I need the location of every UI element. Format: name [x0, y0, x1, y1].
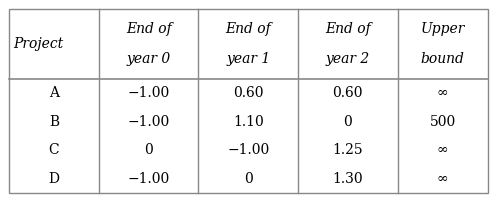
- Text: 500: 500: [430, 115, 456, 129]
- Text: 1.10: 1.10: [233, 115, 264, 129]
- Text: End of: End of: [126, 22, 171, 36]
- Text: −1.00: −1.00: [128, 115, 170, 129]
- Text: year 1: year 1: [226, 52, 270, 66]
- Text: End of: End of: [325, 22, 371, 36]
- Text: Project: Project: [13, 37, 63, 51]
- Text: ∞: ∞: [437, 143, 448, 157]
- Text: 0: 0: [144, 143, 153, 157]
- Text: C: C: [49, 143, 59, 157]
- Text: −1.00: −1.00: [227, 143, 269, 157]
- Text: Upper: Upper: [420, 22, 465, 36]
- Text: 0: 0: [244, 172, 252, 186]
- Text: year 0: year 0: [127, 52, 171, 66]
- Text: −1.00: −1.00: [128, 86, 170, 100]
- Text: −1.00: −1.00: [128, 172, 170, 186]
- Text: 0.60: 0.60: [233, 86, 263, 100]
- Text: bound: bound: [421, 52, 465, 66]
- Text: A: A: [49, 86, 59, 100]
- Text: D: D: [49, 172, 59, 186]
- Text: year 2: year 2: [326, 52, 370, 66]
- Text: ∞: ∞: [437, 172, 448, 186]
- Text: 1.25: 1.25: [333, 143, 363, 157]
- Text: 0: 0: [344, 115, 352, 129]
- Text: ∞: ∞: [437, 86, 448, 100]
- Text: End of: End of: [225, 22, 271, 36]
- Text: 1.30: 1.30: [333, 172, 363, 186]
- Text: B: B: [49, 115, 59, 129]
- Text: 0.60: 0.60: [333, 86, 363, 100]
